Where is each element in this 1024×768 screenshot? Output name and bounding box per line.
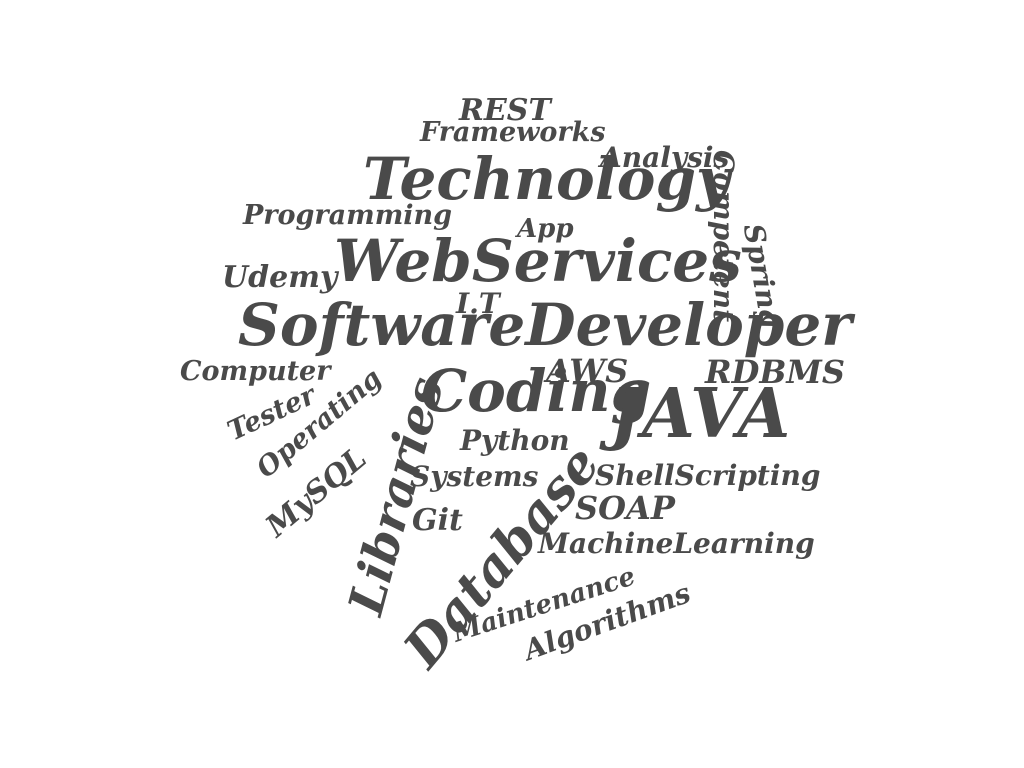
word-coding: Coding bbox=[421, 357, 652, 425]
word-systems: Systems bbox=[410, 460, 539, 493]
word-git: Git bbox=[412, 503, 463, 538]
word-aws: AWS bbox=[546, 352, 629, 390]
word-it: I.T bbox=[456, 287, 500, 320]
word-shell-scripting: ShellScripting bbox=[595, 459, 821, 492]
word-webservices: WebServices bbox=[334, 227, 742, 295]
word-rest: REST bbox=[459, 93, 551, 128]
word-technology: Technology bbox=[363, 145, 730, 213]
word-analysis: Analysis bbox=[600, 141, 730, 174]
word-programming: Programming bbox=[243, 200, 453, 231]
word-python: Python bbox=[460, 424, 570, 457]
word-udemy: Udemy bbox=[222, 260, 338, 295]
word-software-developer: SoftwareDeveloper bbox=[238, 291, 852, 359]
word-java: JAVA bbox=[610, 374, 791, 454]
word-soap: SOAP bbox=[575, 489, 675, 527]
word-rdbms: RDBMS bbox=[705, 353, 845, 391]
word-app: App bbox=[517, 214, 574, 244]
word-machine-learning: MachineLearning bbox=[538, 527, 815, 560]
word-computer: Computer bbox=[180, 356, 331, 387]
word-frameworks: Frameworks bbox=[420, 117, 606, 148]
